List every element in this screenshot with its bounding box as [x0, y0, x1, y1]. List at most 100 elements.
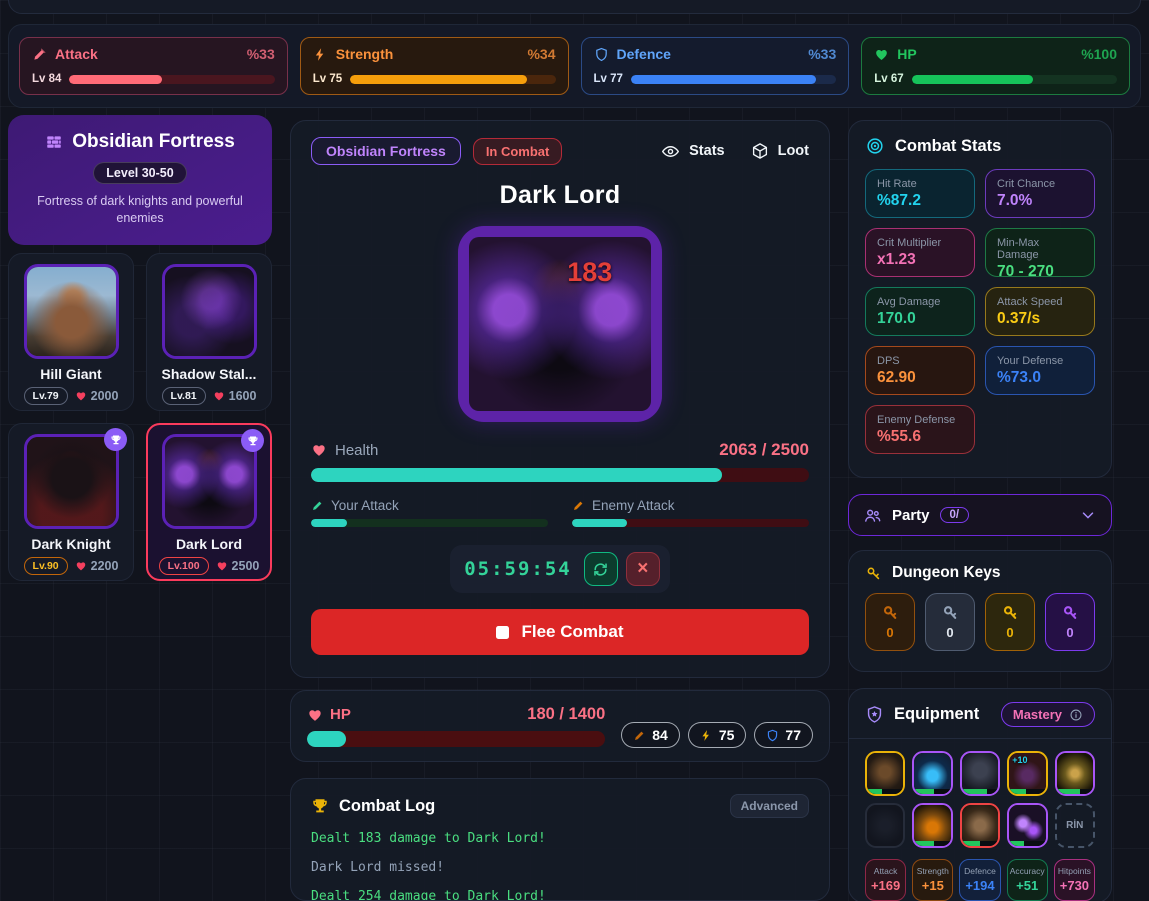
divider — [849, 738, 1111, 739]
player-hp-bar — [307, 731, 606, 747]
skill-progress-fill — [69, 74, 162, 84]
combat-log-card: Combat Log Advanced Dealt 183 damage to … — [290, 778, 830, 901]
skill-level: Lv 67 — [874, 73, 904, 85]
key-tile-gold[interactable]: 0 — [985, 593, 1035, 651]
dungeon-keys-title: Dungeon Keys — [892, 564, 1001, 581]
bonus-hitpoints: Hitpoints +730 — [1053, 859, 1095, 901]
equipment-card: Equipment Mastery +10 RİN Attack +169 Str… — [848, 688, 1112, 901]
trophy-badge-icon — [241, 429, 264, 452]
equip-slot-gems[interactable] — [1007, 803, 1048, 848]
refresh-timer-button[interactable] — [583, 552, 618, 586]
stat-tile-crit-chance: Crit Chance 7.0% — [985, 169, 1095, 218]
equip-slot-gloves[interactable] — [959, 803, 1001, 848]
shield-icon — [766, 729, 779, 742]
enemy-health-fill — [311, 468, 722, 482]
enemy-portrait-large: 183 — [469, 237, 651, 411]
key-count: 0 — [1006, 625, 1014, 640]
enemy-hp-value: 2500 — [231, 559, 260, 573]
stat-tile-attack-speed: Attack Speed 0.37/s — [985, 287, 1095, 336]
zone-header-card: Obsidian Fortress Level 30-50 Fortress o… — [8, 115, 272, 245]
stat-tile-your-defense: Your Defense %73.0 — [985, 346, 1095, 395]
enemy-portrait — [23, 264, 119, 359]
player-hp-value: 180 / 1400 — [527, 705, 606, 723]
stat-tile-enemy-defense: Enemy Defense %55.6 — [865, 405, 975, 454]
skill-progress-fill — [911, 74, 1033, 84]
equip-slot-ring-empty[interactable]: RİN — [1054, 803, 1095, 848]
key-icon — [865, 565, 882, 582]
party-expander[interactable]: Party 0/ — [848, 494, 1112, 536]
bricks-icon — [45, 133, 63, 151]
combat-stats-card: Combat Stats Hit Rate %87.2 Crit Chance 7.… — [848, 120, 1112, 478]
shield-icon — [594, 47, 609, 62]
enemy-name: Dark Lord — [175, 536, 243, 552]
enemy-card-shadow-stalker[interactable]: Shadow Stal... Lv.81 1600 — [146, 253, 272, 411]
stop-icon — [496, 625, 510, 639]
skill-progress-fill — [630, 74, 816, 84]
equip-slot-empty[interactable] — [865, 803, 906, 848]
equip-slot-staff[interactable]: +10 — [1007, 751, 1048, 796]
heart-icon — [216, 560, 228, 572]
skill-level: Lv 77 — [593, 73, 623, 85]
enemy-name: Hill Giant — [40, 366, 102, 382]
combat-log-entries: Dealt 183 damage to Dark Lord! Dark Lord… — [311, 831, 809, 900]
enemy-attack-bar — [572, 519, 809, 527]
package-icon — [751, 142, 769, 160]
enemy-portrait — [161, 264, 257, 359]
stats-toggle[interactable]: Stats — [661, 142, 725, 161]
enemy-portrait — [23, 434, 119, 529]
key-tile-bronze[interactable]: 0 — [865, 593, 915, 651]
key-tile-silver[interactable]: 0 — [925, 593, 975, 651]
bonus-attack: Attack +169 — [865, 859, 907, 901]
dagger-icon — [572, 499, 585, 512]
refresh-icon — [592, 561, 609, 578]
bonus-defence: Defence +194 — [959, 859, 1001, 901]
enemy-hp-value: 2000 — [90, 389, 119, 403]
equip-slot-cloak[interactable] — [959, 751, 1001, 796]
combat-panel: Obsidian Fortress In Combat Stats Loot D… — [290, 120, 830, 901]
key-icon — [941, 604, 960, 623]
dagger-icon — [633, 729, 646, 742]
key-tile-purple[interactable]: 0 — [1045, 593, 1095, 651]
skill-progress-track — [630, 74, 837, 84]
enhance-level-badge: +10 — [1012, 755, 1028, 765]
enemy-card-dark-knight[interactable]: Dark Knight Lv.90 2200 — [8, 423, 134, 581]
zone-badge: Obsidian Fortress — [311, 137, 461, 165]
close-timer-button[interactable]: × — [625, 552, 660, 586]
party-icon — [863, 506, 882, 525]
combat-log-title: Combat Log — [339, 796, 436, 815]
enemy-portrait-frame: 183 — [458, 226, 662, 422]
flee-combat-button[interactable]: Flee Combat — [311, 609, 809, 655]
player-hp-fill — [307, 731, 346, 747]
lightning-icon — [313, 47, 328, 62]
combat-card: Obsidian Fortress In Combat Stats Loot D… — [290, 120, 830, 678]
enemy-card-hill-giant[interactable]: Hill Giant Lv.79 2000 — [8, 253, 134, 411]
dungeon-keys-card: Dungeon Keys 0 0 0 0 — [848, 550, 1112, 672]
skill-level: Lv 84 — [32, 73, 62, 85]
advanced-toggle[interactable]: Advanced — [729, 794, 809, 818]
equip-slot-helmet[interactable] — [865, 751, 906, 796]
zone-title: Obsidian Fortress — [72, 131, 235, 152]
skill-card-attack: Attack %33 Lv 84 — [19, 37, 288, 95]
enemy-health-label: Health — [335, 441, 379, 459]
equip-slot-boots[interactable] — [912, 803, 953, 848]
enemy-title: Dark Lord — [499, 181, 621, 209]
enemy-level-badge: Lv.90 — [23, 557, 68, 575]
log-entry: Dark Lord missed! — [311, 860, 445, 875]
enemy-portrait — [161, 434, 257, 529]
enemy-health-bar — [311, 468, 809, 482]
enemy-list: Hill Giant Lv.79 2000 Shadow Stal... Lv.… — [8, 253, 272, 581]
player-hp-card: HP 180 / 1400 84 75 77 — [290, 690, 830, 762]
loot-toggle[interactable]: Loot — [751, 142, 809, 161]
trophy-badge-icon — [104, 428, 127, 451]
mastery-button[interactable]: Mastery — [1000, 702, 1095, 727]
lightning-icon — [700, 729, 713, 742]
skill-progress-track — [350, 74, 556, 84]
log-entry: Dealt 183 damage to Dark Lord! — [311, 831, 546, 846]
strength-stat-badge: 75 — [687, 722, 747, 748]
dungeon-sidebar: Obsidian Fortress Level 30-50 Fortress o… — [8, 115, 272, 581]
enemy-card-dark-lord-selected[interactable]: Dark Lord Lv.100 2500 — [146, 423, 272, 581]
close-icon: × — [637, 558, 649, 579]
equip-slot-amulet[interactable] — [912, 751, 953, 796]
equip-slot-armor[interactable] — [1054, 751, 1095, 796]
key-count: 0 — [886, 625, 894, 640]
